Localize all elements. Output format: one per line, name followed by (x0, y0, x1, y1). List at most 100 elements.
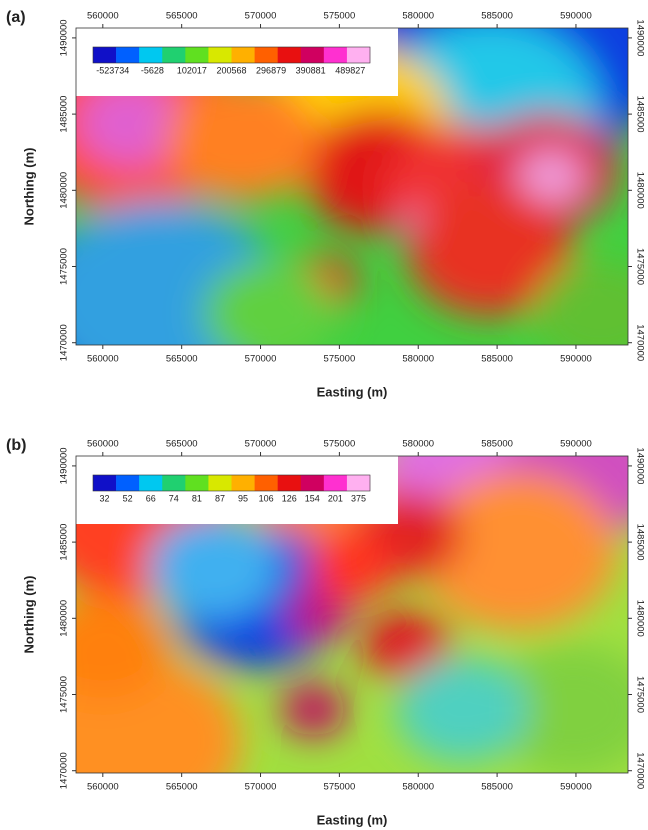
colorbar-swatch (278, 475, 301, 491)
x-tick-label-top: 560000 (87, 439, 119, 450)
colorbar-label: 52 (123, 493, 133, 503)
x-tick-label-top: 570000 (245, 11, 277, 22)
x-tick-label: 585000 (481, 782, 513, 793)
colorbar-label: 95 (238, 493, 248, 503)
y-tick-label: 1480000 (59, 172, 70, 209)
colorbar-swatch (116, 47, 139, 63)
x-tick-label: 560000 (87, 782, 119, 793)
colorbar-label: 81 (192, 493, 202, 503)
y-tick-label-right: 1490000 (634, 447, 645, 484)
x-tick-label: 590000 (560, 782, 592, 793)
x-tick-label: 575000 (324, 354, 356, 365)
colorbar-swatch (93, 47, 116, 63)
colorbar-swatch (324, 47, 347, 63)
y-tick-label-right: 1475000 (634, 248, 645, 285)
x-tick-label-top: 580000 (402, 11, 434, 22)
colorbar-swatch (139, 475, 162, 491)
x-tick-label: 570000 (245, 782, 277, 793)
colorbar-label: 296879 (256, 65, 286, 75)
map-anomaly (148, 514, 280, 620)
panel-label: (b) (6, 437, 26, 454)
map-anomaly (396, 657, 528, 763)
y-tick-label-right: 1470000 (634, 752, 645, 789)
colorbar-swatch (255, 47, 278, 63)
x-tick-label: 590000 (560, 354, 592, 365)
x-axis-title: Easting (m) (317, 384, 388, 399)
figure: (a) Easting (m) Northing (m) 560000 560000 56… (0, 0, 648, 830)
map-raster (21, 384, 648, 830)
colorbar-label: 126 (282, 493, 297, 503)
colorbar-swatch (232, 475, 255, 491)
colorbar-swatch (255, 475, 278, 491)
y-tick-label-right: 1485000 (634, 524, 645, 561)
x-tick-label-top: 590000 (560, 11, 592, 22)
x-tick-label-top: 590000 (560, 439, 592, 450)
map-anomaly (164, 77, 319, 201)
colorbar-label: 390881 (296, 65, 326, 75)
colorbar-swatch (93, 475, 116, 491)
colorbar-swatch (301, 47, 324, 63)
x-tick-label: 560000 (87, 354, 119, 365)
colorbar-label: 74 (169, 493, 179, 503)
x-tick-label-top: 585000 (481, 439, 513, 450)
y-tick-label: 1475000 (59, 248, 70, 285)
map-anomaly (37, 593, 169, 699)
colorbar-swatch (347, 47, 370, 63)
x-tick-label-top: 580000 (402, 439, 434, 450)
y-tick-label: 1475000 (59, 676, 70, 713)
colorbar-swatch (278, 47, 301, 63)
x-axis-title: Easting (m) (317, 812, 388, 827)
colorbar-label: 106 (259, 493, 274, 503)
x-tick-label-top: 570000 (245, 439, 277, 450)
y-tick-label-right: 1485000 (634, 96, 645, 133)
y-tick-label: 1490000 (59, 447, 70, 484)
colorbar-label: -523734 (96, 65, 129, 75)
y-tick-label: 1470000 (59, 324, 70, 361)
colorbar-label: 87 (215, 493, 225, 503)
y-tick-label: 1490000 (59, 19, 70, 56)
x-tick-label: 580000 (402, 354, 434, 365)
x-tick-label-top: 585000 (481, 11, 513, 22)
y-axis-title: Northing (m) (21, 148, 36, 226)
colorbar-label: 32 (100, 493, 110, 503)
y-tick-label-right: 1490000 (634, 19, 645, 56)
x-tick-label-top: 575000 (324, 11, 356, 22)
colorbar-label: -5628 (141, 65, 164, 75)
panel-label: (a) (6, 9, 26, 26)
y-tick-label-right: 1480000 (634, 172, 645, 209)
y-axis-title: Northing (m) (21, 576, 36, 654)
colorbar-swatch (116, 475, 139, 491)
colorbar-swatch (208, 475, 231, 491)
map-anomaly (203, 260, 335, 366)
colorbar-swatch (347, 475, 370, 491)
colorbar-swatch (185, 47, 208, 63)
y-tick-label: 1480000 (59, 600, 70, 637)
colorbar-swatch (208, 47, 231, 63)
colorbar-swatch (185, 475, 208, 491)
colorbar-swatch (301, 475, 324, 491)
y-tick-label-right: 1480000 (634, 600, 645, 637)
colorbar-swatch (162, 47, 185, 63)
x-tick-label: 565000 (166, 782, 198, 793)
colorbar-swatch (139, 47, 162, 63)
colorbar-swatch (324, 475, 347, 491)
map-anomaly (308, 532, 396, 603)
map-panel: (a)Easting (m)Northing (m)56000056000056… (0, 0, 648, 446)
colorbar-label: 200568 (216, 65, 246, 75)
colorbar-label: 489827 (335, 65, 365, 75)
colorbar-swatch (162, 475, 185, 491)
map-anomaly (280, 683, 346, 736)
x-tick-label-top: 565000 (166, 439, 198, 450)
colorbar-label: 102017 (177, 65, 207, 75)
colorbar-label: 66 (146, 493, 156, 503)
x-tick-label: 585000 (481, 354, 513, 365)
x-tick-label: 570000 (245, 354, 277, 365)
x-tick-label: 575000 (324, 782, 356, 793)
colorbar-label: 375 (351, 493, 366, 503)
y-tick-label-right: 1470000 (634, 324, 645, 361)
colorbar-label: 201 (328, 493, 343, 503)
x-tick-label: 580000 (402, 782, 434, 793)
y-tick-label: 1485000 (59, 96, 70, 133)
colorbar-swatch (232, 47, 255, 63)
colorbar-label: 154 (305, 493, 320, 503)
